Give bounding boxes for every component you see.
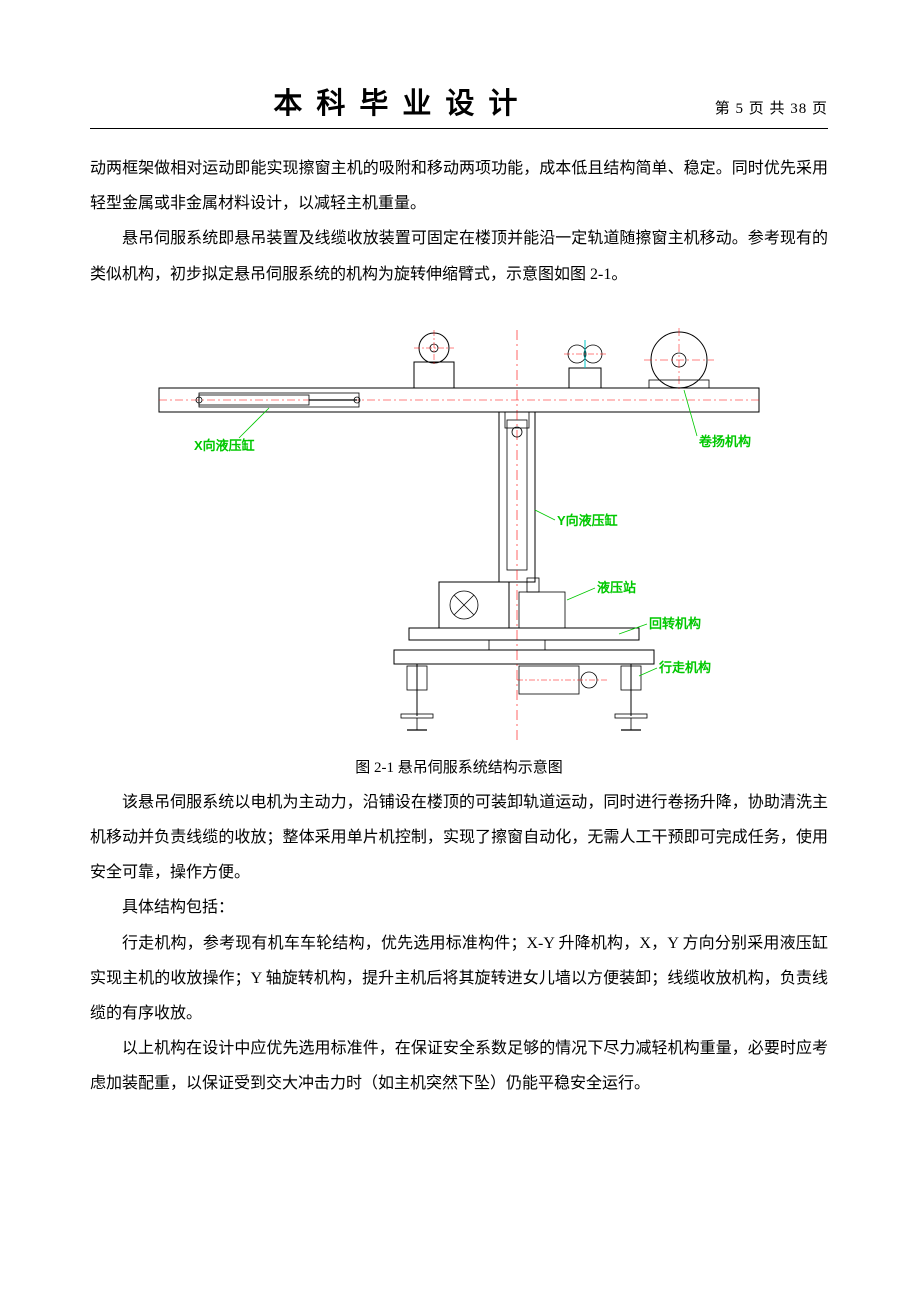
paragraph-5: 行走机构，参考现有机车车轮结构，优先选用标准构件；X-Y 升降机构，X，Y 方向… (90, 926, 828, 1032)
page-prefix: 第 (715, 101, 731, 117)
label-y-cylinder: Y向液压缸 (557, 513, 618, 528)
paragraph-6: 以上机构在设计中应优先选用标准件，在保证安全系数足够的情况下尽力减轻机构重量，必… (90, 1031, 828, 1101)
label-x-cylinder: X向液压缸 (194, 438, 255, 453)
paragraph-4: 具体结构包括： (90, 890, 828, 925)
label-rotary: 回转机构 (649, 616, 701, 631)
header-pagination: 第 5 页 共 38 页 (715, 97, 828, 118)
page-header: 本科毕业设计 第 5 页 共 38 页 (90, 80, 828, 129)
label-hydraulic: 液压站 (597, 580, 636, 595)
page-total: 38 (790, 101, 807, 117)
page-current: 5 (735, 101, 744, 117)
page-suffix: 页 (812, 101, 828, 117)
label-travel: 行走机构 (658, 660, 711, 675)
figure-2-1: X向液压缸 Y向液压缸 卷扬机构 液压站 回转机构 行走机构 图 2-1 悬吊伺… (90, 310, 828, 777)
document-page: 本科毕业设计 第 5 页 共 38 页 动两框架做相对运动即能实现擦窗主机的吸附… (0, 0, 918, 1161)
figure-caption: 图 2-1 悬吊伺服系统结构示意图 (90, 756, 828, 777)
paragraph-3: 该悬吊伺服系统以电机为主动力，沿铺设在楼顶的可装卸轨道运动，同时进行卷扬升降，协… (90, 785, 828, 891)
header-title: 本科毕业设计 (90, 80, 715, 122)
paragraph-2: 悬吊伺服系统即悬吊装置及线缆收放装置可固定在楼顶并能沿一定轨道随擦窗主机移动。参… (90, 221, 828, 291)
servo-system-diagram: X向液压缸 Y向液压缸 卷扬机构 液压站 回转机构 行走机构 (139, 310, 779, 750)
label-winch: 卷扬机构 (699, 434, 751, 449)
body-text-block-1: 动两框架做相对运动即能实现擦窗主机的吸附和移动两项功能，成本低且结构简单、稳定。… (90, 151, 828, 292)
body-text-block-2: 该悬吊伺服系统以电机为主动力，沿铺设在楼顶的可装卸轨道运动，同时进行卷扬升降，协… (90, 785, 828, 1102)
paragraph-1: 动两框架做相对运动即能实现擦窗主机的吸附和移动两项功能，成本低且结构简单、稳定。… (90, 151, 828, 221)
page-mid: 页 共 (749, 101, 786, 117)
